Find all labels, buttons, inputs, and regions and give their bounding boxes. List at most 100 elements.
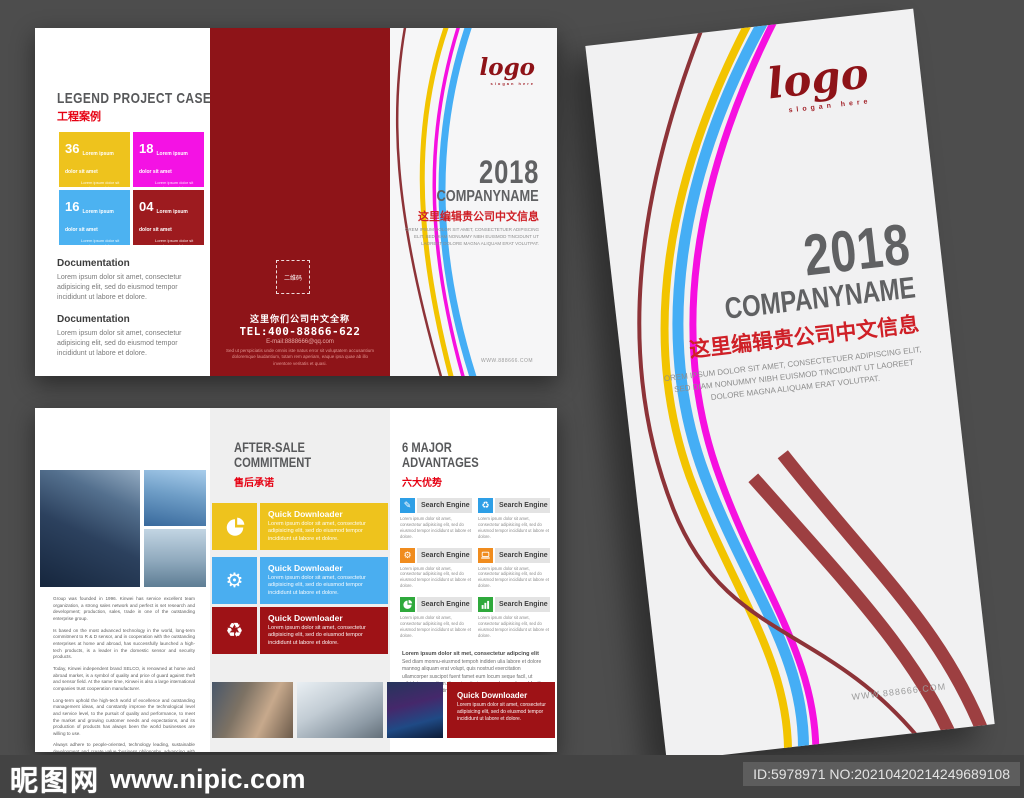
downloader-body: Lorem ipsum dolor sit amet, consectetur …	[268, 625, 366, 646]
company-intro-panel: Group was founded in 1996. Kinwei has se…	[35, 408, 210, 752]
contact-back-panel: 二维码 这里你们公司中文全称 TEL:400-88866-622 E-mail:…	[210, 28, 390, 376]
skyscraper-photo	[144, 470, 206, 526]
watermark-footer-bar: 昵图网 www.nipic.com ID:5978971 NO:20210420…	[0, 755, 1024, 798]
call-center-photo	[212, 682, 293, 738]
search-engine-label: Search Engine	[495, 547, 550, 563]
downloader-title: Quick Downloader	[268, 509, 343, 519]
cover-title-block: 2018 COMPANYNAME 这里编辑贵公司中文信息 OREM IPSUM …	[399, 156, 539, 247]
cover-mockup-panel: logo slogan here 2018 COMPANYNAME 这里编辑贵公…	[585, 8, 995, 762]
search-engine-body: Lorem ipsum dolor sit amet, consectetur …	[478, 615, 549, 638]
downloader-row-red: ♻ Quick Downloader Lorem ipsum dolor sit…	[212, 607, 388, 654]
stat-body: Lorem ipsum dolor sit amet, consectetur …	[155, 238, 194, 245]
qr-label: 二维码	[283, 275, 302, 282]
contact-note: Sed ut perspiciatis unde omnis iste natu…	[225, 348, 375, 366]
after-sale-title-line2: COMMITMENT	[234, 454, 312, 471]
after-sale-title-line1: AFTER-SALE	[234, 439, 305, 455]
search-engine-item: ♻ Search Engine Lorem ipsum dolor sit am…	[478, 498, 550, 540]
intro-paragraph: Is based on the most advanced technology…	[53, 627, 195, 660]
telephone-number: TEL:400-88866-622	[239, 325, 361, 338]
pie-chart-icon	[400, 597, 415, 612]
image-id-badge: ID:5978971 NO:20210420214249689108	[743, 762, 1020, 786]
front-cover-panel: logo slogan here 2018 COMPANYNAME 这里编辑贵公…	[390, 28, 557, 376]
download-box-red: Quick Downloader Lorem ipsum dolor sit a…	[447, 682, 555, 738]
search-engine-item: Search Engine Lorem ipsum dolor sit amet…	[478, 597, 550, 639]
search-engine-body: Lorem ipsum dolor sit amet, consectetur …	[400, 615, 471, 638]
gears-icon: ⚙	[212, 557, 257, 604]
summary-heading: Lorem ipsum dolor sit met, consectetur a…	[402, 651, 539, 657]
documentation-heading: Documentation	[57, 258, 130, 269]
recycle-icon: ♻	[212, 607, 257, 654]
nipic-watermark: 昵图网 www.nipic.com	[10, 759, 306, 798]
cover-title-block: 2018 COMPANYNAME 这里编辑贵公司中文信息 OREM IPSUM …	[649, 212, 926, 409]
website-url: WWW.888666.COM	[480, 358, 533, 364]
intro-paragraph: Always adhere to people-oriented, techno…	[53, 742, 195, 752]
logo-text: logo	[764, 48, 871, 109]
stat-box-grid: 36 Lorem ipsum dolor sit amet Lorem ipsu…	[59, 132, 205, 245]
advantages-subtitle-chinese: 六大优势	[402, 478, 442, 489]
search-engine-item: ⚙ Search Engine Lorem ipsum dolor sit am…	[400, 547, 472, 590]
stat-box-red: 04 Lorem ipsum dolor sit amet Lorem ipsu…	[133, 190, 204, 245]
building-photo-large	[40, 470, 140, 587]
after-sale-subtitle-chinese: 售后承诺	[234, 478, 274, 489]
company-name-heading: COMPANYNAME	[436, 188, 539, 205]
intro-paragraph: Today, Kinwei independent brand SELCO, i…	[53, 665, 195, 691]
stat-number: 04	[139, 199, 154, 214]
trifold-outside-spread: LEGEND PROJECT CASE 工程案例 36 Lorem ipsum …	[35, 28, 557, 376]
case-subtitle-chinese: 工程案例	[57, 111, 101, 123]
company-full-name-chinese: 这里你们公司中文全称	[249, 314, 350, 324]
night-city-photo	[387, 682, 443, 738]
cover-tagline: OREM IPSUM DOLOR SIT AMET, CONSECTETUER …	[404, 227, 539, 246]
search-engine-body: Lorem ipsum dolor sit amet, consectetur …	[478, 565, 549, 589]
search-engine-body: Lorem ipsum dolor sit amet, consectetur …	[400, 565, 471, 589]
intro-paragraph: Group was founded in 1996. Kinwei has se…	[53, 596, 195, 621]
downloader-row-yellow: Quick Downloader Lorem ipsum dolor sit a…	[212, 503, 388, 550]
search-engine-grid: ✎ Search Engine Lorem ipsum dolor sit am…	[400, 498, 550, 639]
qr-code-placeholder: 二维码	[276, 260, 310, 294]
search-engine-item: Search Engine Lorem ipsum dolor sit amet…	[478, 547, 550, 590]
stat-label: Lorem ipsum dolor sit amet	[65, 151, 114, 175]
website-url: WWW.888666.COM	[851, 681, 947, 702]
downloader-title: Quick Downloader	[457, 691, 528, 700]
documentation-body: Lorem ipsum dolor sit amet, consectetur …	[57, 274, 182, 301]
search-engine-label: Search Engine	[417, 547, 472, 563]
company-name-chinese: 这里编辑贵公司中文信息	[418, 211, 539, 223]
stat-box-blue: 16 Lorem ipsum dolor sit amet Lorem ipsu…	[59, 190, 130, 245]
stat-number: 18	[139, 141, 154, 156]
logo-slogan: slogan here	[490, 81, 535, 86]
documentation-body: Lorem ipsum dolor sit amet, consectetur …	[57, 330, 182, 357]
intro-paragraph: Long-term uphold the high-tech world of …	[53, 697, 195, 736]
gears-icon: ⚙	[400, 547, 415, 563]
advantages-title-line1: 6 MAJOR	[402, 439, 452, 455]
search-engine-label: Search Engine	[417, 498, 472, 513]
nipic-url: www.nipic.com	[110, 763, 306, 794]
trifold-inside-spread: Group was founded in 1996. Kinwei has se…	[35, 408, 557, 752]
search-engine-body: Lorem ipsum dolor sit amet, consectetur …	[478, 516, 549, 539]
company-logo: logo slogan here	[764, 48, 872, 116]
company-logo: logo slogan here	[479, 56, 535, 86]
bar-chart-icon	[478, 597, 493, 612]
downloader-title: Quick Downloader	[268, 613, 343, 623]
search-engine-label: Search Engine	[417, 597, 472, 612]
search-engine-item: Search Engine Lorem ipsum dolor sit amet…	[400, 597, 472, 639]
search-engine-label: Search Engine	[495, 498, 550, 513]
logo-text: logo	[479, 54, 535, 81]
stat-body: Lorem ipsum dolor sit amet, consectetur …	[155, 180, 194, 187]
stat-label: Lorem ipsum dolor sit amet	[139, 151, 188, 175]
documentation-section: Documentation Lorem ipsum dolor sit amet…	[57, 314, 189, 358]
recycle-icon: ♻	[478, 498, 493, 513]
downloader-title: Quick Downloader	[268, 563, 343, 573]
stat-body: Lorem ipsum dolor sit amet, consectetur …	[81, 180, 120, 187]
documentation-section: Documentation Lorem ipsum dolor sit amet…	[57, 258, 189, 302]
downloader-row-blue: ⚙ Quick Downloader Lorem ipsum dolor sit…	[212, 557, 388, 604]
case-title: LEGEND PROJECT CASE	[57, 90, 210, 107]
downloader-body: Lorem ipsum dolor sit amet, consectetur …	[268, 521, 366, 542]
downloader-body: Lorem ipsum dolor sit amet, consectetur …	[457, 702, 546, 722]
pencil-badge-icon: ✎	[400, 498, 415, 513]
nipic-logo-chinese: 昵图网	[10, 765, 101, 796]
downloader-body: Lorem ipsum dolor sit amet, consectetur …	[268, 575, 366, 596]
stat-box-magenta: 18 Lorem ipsum dolor sit amet Lorem ipsu…	[133, 132, 204, 187]
documentation-heading: Documentation	[57, 314, 130, 325]
pie-chart-icon	[212, 503, 257, 550]
stat-number: 36	[65, 141, 80, 156]
